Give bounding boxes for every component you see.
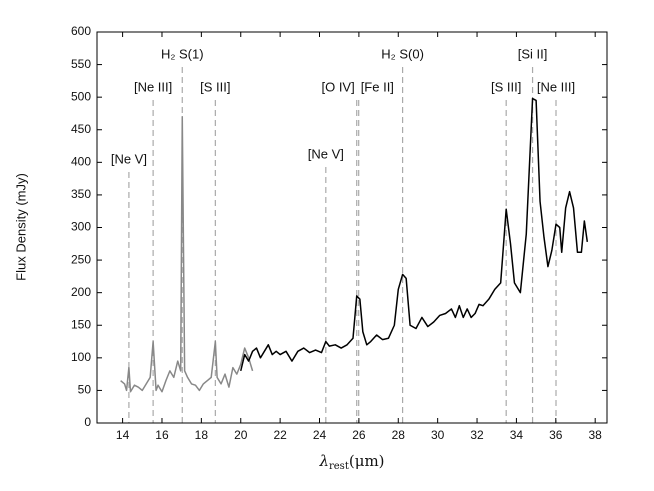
x-tick-label: 16 bbox=[155, 428, 169, 442]
x-label-unit: (μm) bbox=[349, 452, 385, 470]
annotation-label: [Ne V] bbox=[111, 151, 147, 166]
annotation-label: [O IV] bbox=[321, 79, 354, 94]
y-tick-label: 250 bbox=[71, 252, 91, 266]
x-axis-label: λrest(μm) bbox=[318, 452, 384, 472]
x-tick-label: 20 bbox=[234, 428, 248, 442]
annotation-label: [Ne III] bbox=[537, 79, 575, 94]
annotation-label: H₂ S(0) bbox=[381, 46, 424, 61]
x-tick-label: 30 bbox=[431, 428, 445, 442]
x-tick-label: 26 bbox=[352, 428, 366, 442]
data-line bbox=[240, 97, 589, 372]
y-tick-label: 350 bbox=[71, 187, 91, 201]
annotation-label: H₂ S(1) bbox=[161, 46, 204, 61]
x-tick-label: 32 bbox=[470, 428, 484, 442]
x-tick-label: 24 bbox=[313, 428, 327, 442]
y-tick-label: 600 bbox=[71, 24, 91, 38]
y-axis-label: Flux Density (mJy) bbox=[13, 173, 28, 281]
x-tick-label: 34 bbox=[510, 428, 524, 442]
x-tick-label: 36 bbox=[549, 428, 563, 442]
annotation-label: [S III] bbox=[491, 79, 521, 94]
x-tick-label: 38 bbox=[589, 428, 603, 442]
x-tick-label: 22 bbox=[273, 428, 287, 442]
annotation-label: [Ne V] bbox=[308, 146, 344, 161]
x-tick-label: 28 bbox=[392, 428, 406, 442]
annotation-label: [S III] bbox=[200, 79, 230, 94]
y-tick-label: 450 bbox=[71, 122, 91, 136]
y-tick-label: 150 bbox=[71, 317, 91, 331]
y-tick-label: 500 bbox=[71, 89, 91, 103]
y-tick-label: 50 bbox=[78, 383, 92, 397]
y-tick-label: 100 bbox=[71, 350, 91, 364]
annotation-label: [Ne III] bbox=[134, 79, 172, 94]
y-tick-label: 0 bbox=[84, 415, 91, 429]
y-tick-label: 200 bbox=[71, 285, 91, 299]
x-label-subscript: rest bbox=[329, 461, 349, 472]
y-tick-label: 550 bbox=[71, 57, 91, 71]
y-tick-label: 300 bbox=[71, 220, 91, 234]
x-tick-label: 14 bbox=[116, 428, 130, 442]
y-tick-label: 400 bbox=[71, 155, 91, 169]
x-tick-label: 18 bbox=[195, 428, 209, 442]
annotation-label: [Fe II] bbox=[361, 79, 394, 94]
x-label-symbol: λ bbox=[318, 452, 329, 470]
annotation-label: [Si II] bbox=[518, 46, 548, 61]
data-line bbox=[120, 115, 254, 393]
